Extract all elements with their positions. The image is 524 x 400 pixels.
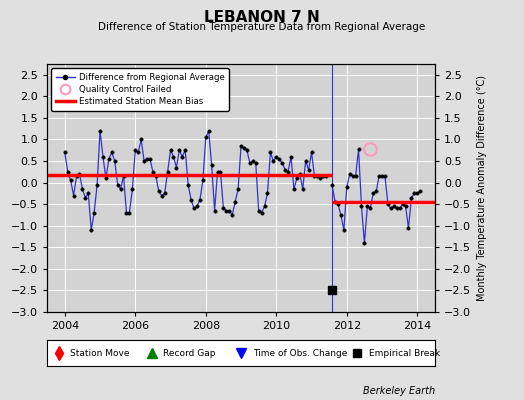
Legend: Difference from Regional Average, Quality Control Failed, Estimated Station Mean: Difference from Regional Average, Qualit…: [51, 68, 229, 111]
Text: Time of Obs. Change: Time of Obs. Change: [253, 348, 347, 358]
Text: LEBANON 7 N: LEBANON 7 N: [204, 10, 320, 25]
Text: Record Gap: Record Gap: [163, 348, 216, 358]
Text: Station Move: Station Move: [70, 348, 130, 358]
Y-axis label: Monthly Temperature Anomaly Difference (°C): Monthly Temperature Anomaly Difference (…: [477, 75, 487, 301]
Text: Berkeley Earth: Berkeley Earth: [363, 386, 435, 396]
Text: Empirical Break: Empirical Break: [369, 348, 440, 358]
Text: Difference of Station Temperature Data from Regional Average: Difference of Station Temperature Data f…: [99, 22, 425, 32]
